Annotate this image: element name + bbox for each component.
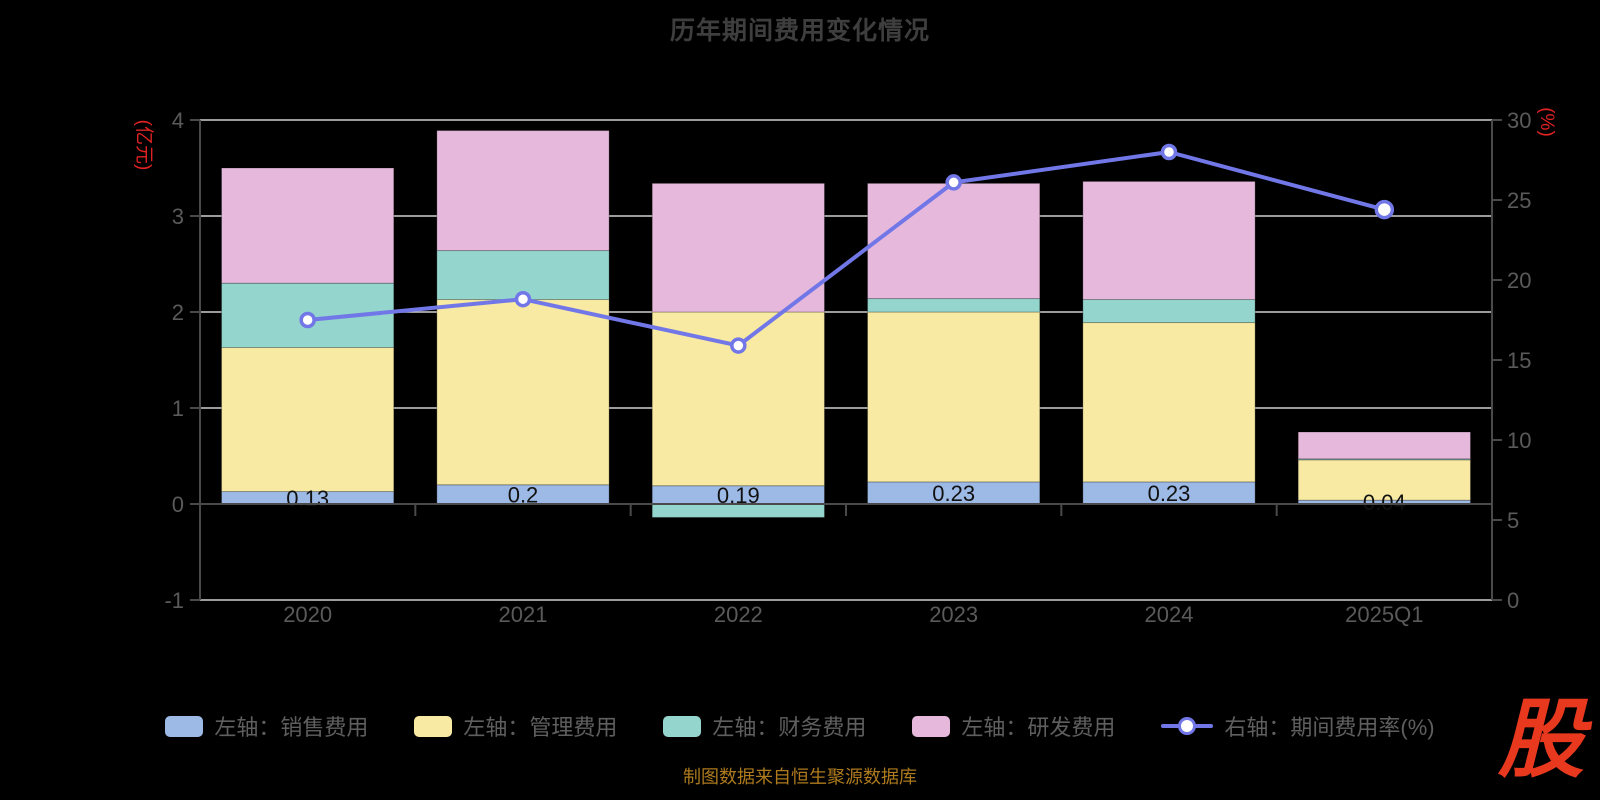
right-axis-label: 15 — [1507, 348, 1531, 373]
right-axis-name: (%) — [1536, 107, 1557, 137]
legend-label: 左轴：销售费用 — [214, 715, 369, 740]
legend-item-3[interactable]: 左轴：财务费用 — [663, 710, 866, 742]
x-axis-label: 2022 — [714, 602, 763, 627]
line-point-2021[interactable] — [514, 290, 532, 308]
bar-segment-左轴：财务费用-2023[interactable] — [867, 298, 1041, 313]
bar-segment-左轴：管理费用-2023[interactable] — [867, 311, 1041, 483]
bar-segment-左轴：研发费用-2023[interactable] — [867, 182, 1041, 300]
line-point-2020[interactable] — [299, 311, 316, 329]
legend-label: 左轴：财务费用 — [712, 715, 867, 740]
x-axis-label: 2020 — [283, 602, 332, 627]
left-axis-label: 2 — [172, 300, 184, 325]
x-axis-label: 2025Q1 — [1345, 602, 1423, 627]
footer-source-note: 制图数据来自恒生聚源数据库 — [683, 767, 917, 787]
right-axis-label: 0 — [1507, 588, 1519, 613]
x-axis-label: 2024 — [1145, 602, 1194, 627]
x-axis-label: 2023 — [929, 602, 978, 627]
bar-value-label: 0.23 — [932, 481, 975, 506]
right-axis-label: 20 — [1507, 268, 1531, 293]
right-axis-label: 10 — [1507, 428, 1531, 453]
right-axis-label: 5 — [1507, 508, 1519, 533]
bar-segment-左轴：研发费用-2021[interactable] — [436, 130, 610, 252]
bar-segment-左轴：研发费用-2022[interactable] — [651, 182, 825, 313]
bar-value-label: 0.13 — [286, 486, 329, 511]
legend-item-2[interactable]: 左轴：管理费用 — [414, 710, 617, 742]
line-point-2024[interactable] — [1160, 143, 1178, 161]
bar-segment-左轴：研发费用-2024[interactable] — [1082, 180, 1256, 301]
left-axis-label: -1 — [164, 588, 184, 613]
legend-line-dot — [1178, 717, 1197, 735]
line-point-2025Q1[interactable] — [1374, 199, 1395, 220]
bar-segment-左轴：管理费用-2021[interactable] — [436, 299, 610, 486]
legend: 左轴：销售费用 左轴：管理费用 左轴：财务费用 左轴：研发费用 右轴：期间费用率(%) — [0, 710, 1600, 742]
left-axis-label: 0 — [172, 492, 184, 517]
legend-swatch-icon — [912, 715, 951, 737]
legend-swatch-icon — [414, 715, 453, 737]
left-axis-label: 1 — [172, 396, 184, 421]
chart-title: 历年期间费用变化情况 — [669, 17, 930, 45]
legend-label: 右轴：期间费用率(%) — [1224, 715, 1435, 740]
bar-segment-左轴：管理费用-2020[interactable] — [221, 347, 395, 493]
bar-segment-左轴：研发费用-2020[interactable] — [221, 167, 395, 284]
bar-value-label: 0.04 — [1363, 490, 1406, 515]
legend-item-5[interactable]: 右轴：期间费用率(%) — [1161, 710, 1435, 742]
left-axis-name: (亿元) — [133, 120, 155, 171]
legend-swatch-icon — [165, 715, 204, 737]
left-axis-label: 4 — [172, 108, 184, 133]
legend-label: 左轴：研发费用 — [961, 715, 1116, 740]
legend-item-1[interactable]: 左轴：销售费用 — [165, 710, 368, 742]
left-axis-label: 3 — [172, 204, 184, 229]
legend-item-4[interactable]: 左轴：研发费用 — [912, 710, 1115, 742]
plot-area: 0.13 0.2 0.19 0.23 0.23 0.0443210-13025201510… — [133, 107, 1557, 627]
legend-line-icon — [1161, 716, 1214, 736]
legend-swatch-icon — [663, 715, 702, 737]
legend-label: 左轴：管理费用 — [463, 715, 618, 740]
brand-logo: 股 — [1498, 692, 1584, 788]
bar-segment-左轴：研发费用-2025Q1[interactable] — [1297, 431, 1471, 460]
line-point-2022[interactable] — [730, 337, 747, 354]
bar-segment-左轴：管理费用-2025Q1[interactable] — [1297, 459, 1471, 501]
rate-line — [307, 150, 1385, 348]
right-axis-label: 25 — [1507, 188, 1531, 213]
bar-value-label: 0.23 — [1148, 481, 1191, 506]
bar-segment-左轴：财务费用-2024[interactable] — [1082, 299, 1256, 324]
line-point-2023[interactable] — [945, 174, 962, 191]
bar-segment-左轴：管理费用-2024[interactable] — [1082, 322, 1256, 483]
right-axis-label: 30 — [1507, 108, 1531, 133]
x-axis-label: 2021 — [499, 602, 548, 627]
